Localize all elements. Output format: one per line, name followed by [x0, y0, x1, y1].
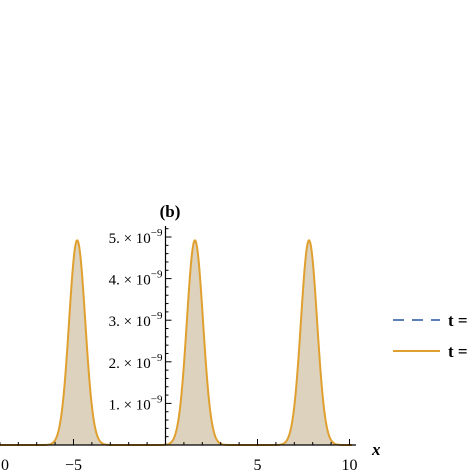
y-tick-label: 1. × 10−9	[109, 393, 163, 413]
legend-label: t =	[448, 342, 468, 361]
y-tick-label: 5. × 10−9	[109, 227, 163, 247]
panel-label: (b)	[160, 202, 181, 221]
legend-label: t =	[448, 311, 468, 330]
x-tick-label: 10	[342, 457, 358, 474]
legend: t = t =	[393, 311, 468, 361]
x-axis: −5 5 10 0	[0, 439, 358, 474]
x-tick-label: 5	[254, 457, 262, 474]
y-axis: 1. × 10−9 2. × 10−9 3. × 10−9 4. × 10−9 5. ×…	[109, 226, 172, 445]
y-tick-label: 2. × 10−9	[109, 352, 163, 372]
plot-area	[0, 239, 353, 446]
x-tick-label: −5	[65, 457, 82, 474]
series-area-fill	[0, 240, 353, 445]
x-tick-label-edge: 0	[1, 457, 9, 474]
x-axis-label: x	[371, 440, 381, 459]
y-tick-label: 3. × 10−9	[109, 310, 163, 330]
y-tick-label: 4. × 10−9	[109, 269, 163, 289]
